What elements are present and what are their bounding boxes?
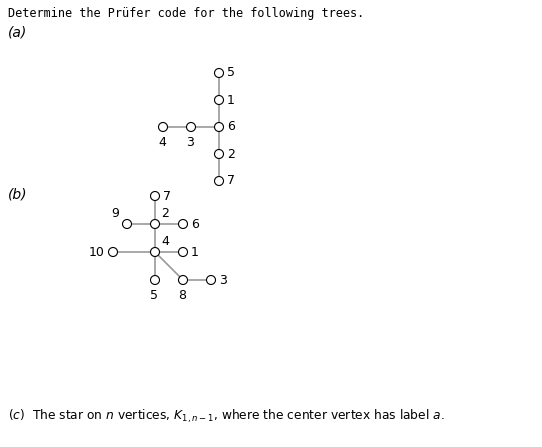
Text: 10: 10 <box>89 245 105 258</box>
Text: 1: 1 <box>227 93 235 106</box>
Circle shape <box>178 275 188 284</box>
Text: 1: 1 <box>191 245 199 258</box>
Text: 4: 4 <box>158 136 166 149</box>
Circle shape <box>215 96 223 105</box>
Text: (b): (b) <box>8 187 28 201</box>
Text: 7: 7 <box>227 174 235 187</box>
Circle shape <box>215 68 223 77</box>
Text: 5: 5 <box>150 289 158 302</box>
Circle shape <box>178 219 188 228</box>
Text: 6: 6 <box>227 121 235 134</box>
Text: 6: 6 <box>191 218 199 231</box>
Circle shape <box>215 149 223 159</box>
Circle shape <box>122 219 132 228</box>
Circle shape <box>158 122 167 131</box>
Text: 5: 5 <box>227 67 235 80</box>
Text: 2: 2 <box>227 148 235 160</box>
Circle shape <box>186 122 196 131</box>
Circle shape <box>178 248 188 257</box>
Text: 2: 2 <box>161 207 169 220</box>
Text: 3: 3 <box>186 136 194 149</box>
Text: $(c)$  The star on $n$ vertices, $K_{1,n-1}$, where the center vertex has label : $(c)$ The star on $n$ vertices, $K_{1,n-… <box>8 408 444 425</box>
Circle shape <box>215 122 223 131</box>
Circle shape <box>151 248 159 257</box>
Text: 7: 7 <box>163 190 171 202</box>
Circle shape <box>207 275 216 284</box>
Circle shape <box>151 275 159 284</box>
Text: Determine the Prüfer code for the following trees.: Determine the Prüfer code for the follow… <box>8 7 364 20</box>
Text: 9: 9 <box>111 207 119 220</box>
Text: (a): (a) <box>8 26 27 40</box>
Circle shape <box>151 191 159 201</box>
Circle shape <box>151 219 159 228</box>
Text: 3: 3 <box>219 274 227 287</box>
Circle shape <box>108 248 118 257</box>
Text: 8: 8 <box>178 289 186 302</box>
Circle shape <box>215 177 223 186</box>
Text: 4: 4 <box>161 235 169 248</box>
